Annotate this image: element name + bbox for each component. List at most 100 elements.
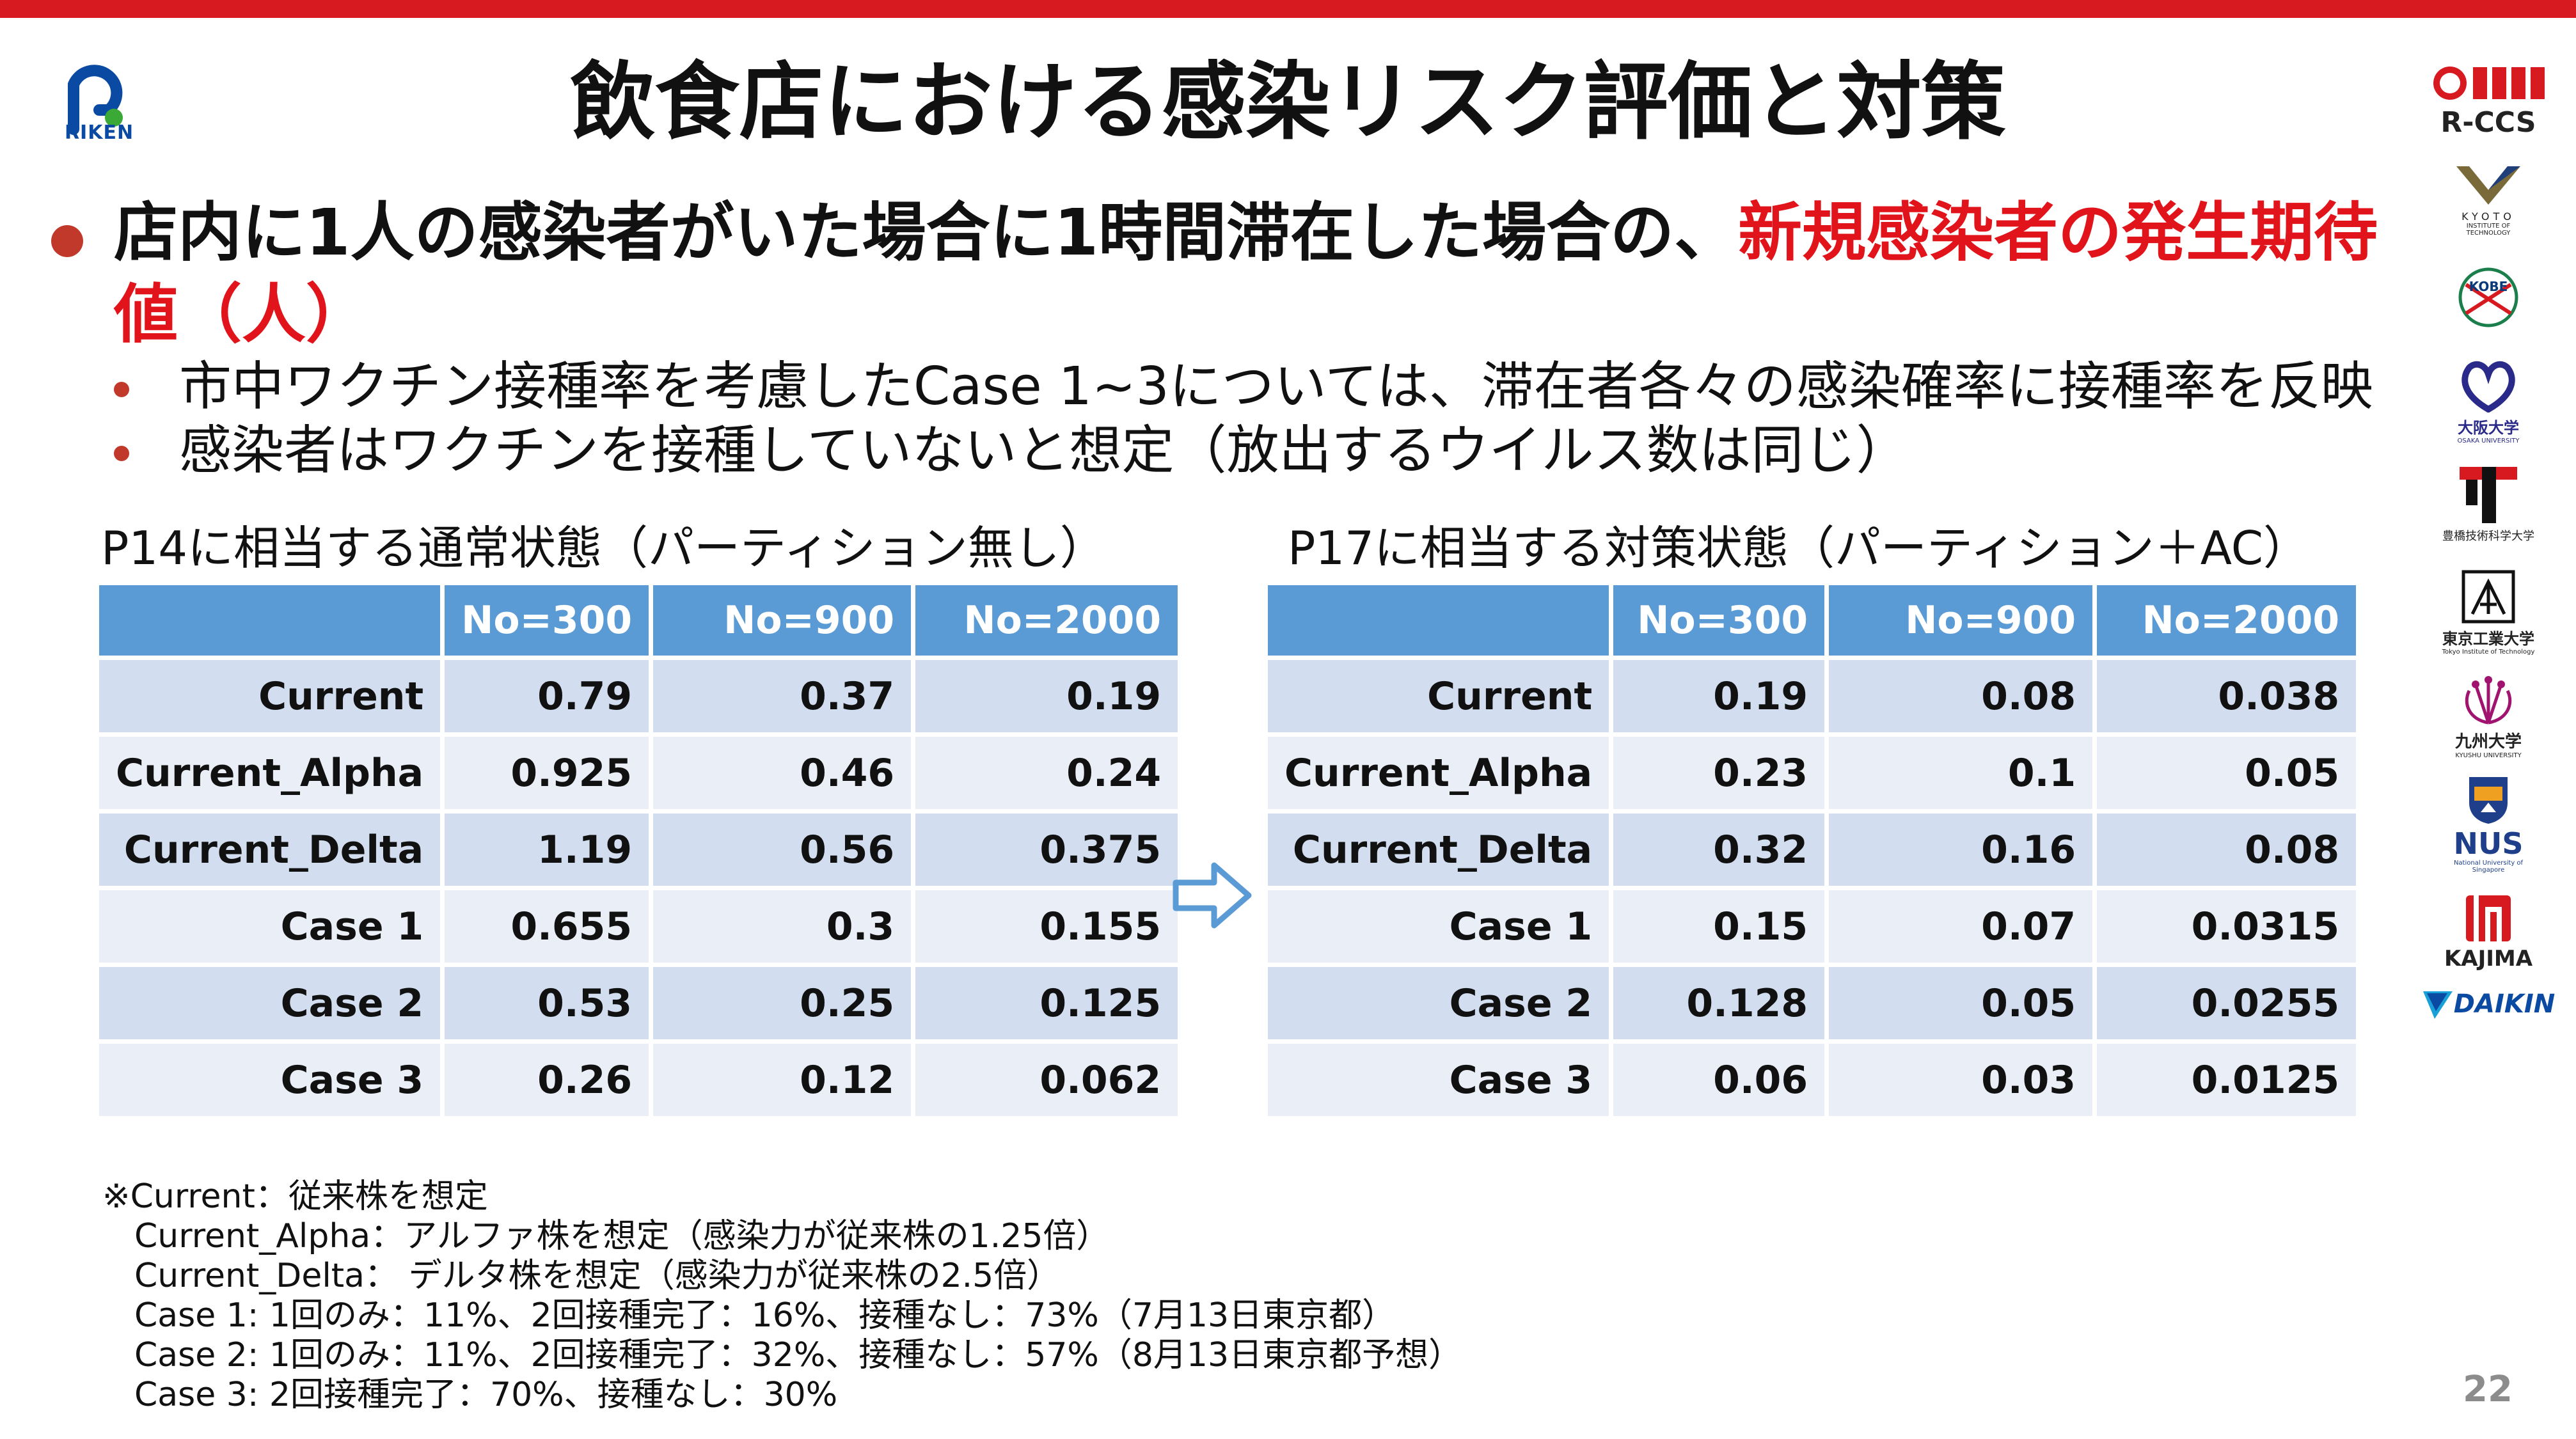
table-header-row: No=300 No=900 No=2000 xyxy=(99,585,1178,656)
osaka-logo-subtext: OSAKA UNIVERSITY xyxy=(2457,437,2520,444)
kobe-logo: KOBE xyxy=(2412,265,2565,336)
sub-bullet-text: 感染者はワクチンを接種していないと想定（放出するウイルス数は同じ） xyxy=(179,420,1909,481)
kobe-logo-text: KOBE xyxy=(2469,279,2508,294)
table-cell: 0.125 xyxy=(915,967,1178,1039)
kyushu-logo: 九州大学 KYUSHU UNIVERSITY xyxy=(2412,675,2565,764)
left-table-caption: P14に相当する通常状態（パーティション無し） xyxy=(101,521,1106,575)
toyohashi-t-icon xyxy=(2460,467,2517,523)
right-arrow-icon xyxy=(1173,862,1252,929)
daikin-logo: DAIKIN xyxy=(2412,988,2565,1039)
kyushu-icon xyxy=(2465,676,2512,725)
table-cell: 0.16 xyxy=(1829,814,2093,886)
footnote-line: Case 2: 1回のみ：11%、2回接種完了：32%、接種なし：57%（8月1… xyxy=(134,1336,1462,1374)
footnote-line: Case 1: 1回のみ：11%、2回接種完了：16%、接種なし：73%（7月1… xyxy=(134,1296,1396,1335)
row-label: Case 1 xyxy=(1268,890,1609,963)
table-header-row: No=300 No=900 No=2000 xyxy=(1268,585,2357,656)
table-cell: 0.56 xyxy=(653,814,912,886)
nus-logo-subtext: National University of Singapore xyxy=(2453,860,2524,874)
kyoto-logo: KYOTO INSTITUTE OF TECHNOLOGY xyxy=(2412,163,2565,253)
table-row: Current_Delta 1.19 0.56 0.375 xyxy=(99,814,1178,886)
top-accent-bar xyxy=(0,0,2576,18)
row-label: Case 2 xyxy=(1268,967,1609,1039)
table-cell: 0.06 xyxy=(1613,1044,1825,1116)
main-bullet-highlight: 新規感染者の発生期待値（人） xyxy=(114,195,2378,352)
kyoto-logo-subtext: INSTITUTE OF TECHNOLOGY xyxy=(2466,223,2511,237)
table-cell: 0.24 xyxy=(915,737,1178,809)
table-cell: 0.925 xyxy=(445,737,649,809)
table-cell: 0.0255 xyxy=(2097,967,2357,1039)
left-results-table: No=300 No=900 No=2000 Current 0.79 0.37 … xyxy=(95,581,1182,1121)
table-cell: 0.0315 xyxy=(2097,890,2357,963)
riken-logo-text: RIKEN xyxy=(64,122,134,144)
table-cell: 0.03 xyxy=(1829,1044,2093,1116)
table-cell: 0.062 xyxy=(915,1044,1178,1116)
kyoto-logo-text: KYOTO xyxy=(2461,210,2515,223)
sub-bullet-dot-icon xyxy=(114,382,129,397)
table-row: Case 3 0.26 0.12 0.062 xyxy=(99,1044,1178,1116)
table-cell: 0.1 xyxy=(1829,737,2093,809)
table-cell: 0.038 xyxy=(2097,660,2357,732)
table-cell: 0.37 xyxy=(653,660,912,732)
table-cell: 0.12 xyxy=(653,1044,912,1116)
table-row: Case 2 0.128 0.05 0.0255 xyxy=(1268,967,2357,1039)
riken-logo-icon xyxy=(68,65,123,135)
row-label: Case 3 xyxy=(1268,1044,1609,1116)
header-cell xyxy=(1268,585,1609,656)
footnotes: ※Current：従来株を想定 Current_Alpha：アルファ株を想定（感… xyxy=(102,1177,1462,1415)
bullet-dot-icon xyxy=(51,225,83,257)
kajima-logo: KAJIMA xyxy=(2412,889,2565,979)
table-cell: 0.23 xyxy=(1613,737,1825,809)
sub-bullet-text: 市中ワクチン接種率を考慮したCase 1~3については、滞在者各々の感染確率に接… xyxy=(179,356,2373,417)
right-table-caption: P17に相当する対策状態（パーティション＋AC） xyxy=(1288,521,2309,575)
table-cell: 0.32 xyxy=(1613,814,1825,886)
daikin-triangle-icon xyxy=(2422,991,2453,1019)
table-cell: 0.07 xyxy=(1829,890,2093,963)
header-cell xyxy=(99,585,441,656)
nus-crest-icon xyxy=(2469,777,2508,824)
rccs-logo-icon xyxy=(2433,67,2545,100)
table-cell: 0.25 xyxy=(653,967,912,1039)
table-row: Case 2 0.53 0.25 0.125 xyxy=(99,967,1178,1039)
daikin-logo-text: DAIKIN xyxy=(2453,989,2556,1019)
toyohashi-logo: 豊橋技術科学大学 xyxy=(2412,464,2565,553)
table-cell: 0.05 xyxy=(2097,737,2357,809)
table-cell: 0.79 xyxy=(445,660,649,732)
row-label: Current_Delta xyxy=(1268,814,1609,886)
table-cell: 0.19 xyxy=(915,660,1178,732)
row-label: Case 3 xyxy=(99,1044,441,1116)
sub-bullet: 感染者はワクチンを接種していないと想定（放出するウイルス数は同じ） xyxy=(109,419,2412,483)
nus-logo: NUS National University of Singapore xyxy=(2412,774,2565,883)
tokyo-tech-logo-text: 東京工業大学 xyxy=(2442,630,2534,648)
table-cell: 0.375 xyxy=(915,814,1178,886)
table-row: Current_Alpha 0.925 0.46 0.24 xyxy=(99,737,1178,809)
tokyo-tech-logo: 東京工業大学 Tokyo Institute of Technology xyxy=(2412,569,2565,659)
footnote-line: Case 3: 2回接種完了：70%、接種なし：30% xyxy=(134,1376,838,1414)
row-label: Current xyxy=(1268,660,1609,732)
table-cell: 0.26 xyxy=(445,1044,649,1116)
sub-bullet: 市中ワクチン接種率を考慮したCase 1~3については、滞在者各々の感染確率に接… xyxy=(109,355,2412,419)
nus-logo-text: NUS xyxy=(2453,826,2524,861)
osaka-logo-text: 大阪大学 xyxy=(2458,419,2519,437)
header-cell: No=300 xyxy=(1613,585,1825,656)
page-number: 22 xyxy=(2463,1369,2513,1410)
table-cell: 0.3 xyxy=(653,890,912,963)
kajima-logo-text: KAJIMA xyxy=(2444,946,2533,971)
header-cell: No=2000 xyxy=(915,585,1178,656)
footnote-line: Current_Alpha：アルファ株を想定（感染力が従来株の1.25倍） xyxy=(134,1217,1110,1255)
table-row: Case 3 0.06 0.03 0.0125 xyxy=(1268,1044,2357,1116)
table-cell: 0.19 xyxy=(1613,660,1825,732)
header-cell: No=900 xyxy=(1829,585,2093,656)
table-row: Current_Delta 0.32 0.16 0.08 xyxy=(1268,814,2357,886)
row-label: Current_Alpha xyxy=(1268,737,1609,809)
rccs-logo: R-CCS xyxy=(2412,61,2565,144)
table-row: Current_Alpha 0.23 0.1 0.05 xyxy=(1268,737,2357,809)
kyushu-logo-text: 九州大学 xyxy=(2454,732,2522,751)
rccs-logo-text: R-CCS xyxy=(2440,106,2536,139)
table-row: Current 0.79 0.37 0.19 xyxy=(99,660,1178,732)
table-cell: 0.05 xyxy=(1829,967,2093,1039)
table-row: Current 0.19 0.08 0.038 xyxy=(1268,660,2357,732)
header-cell: No=2000 xyxy=(2097,585,2357,656)
table-cell: 0.128 xyxy=(1613,967,1825,1039)
kyushu-logo-subtext: KYUSHU UNIVERSITY xyxy=(2455,752,2522,759)
table-cell: 0.0125 xyxy=(2097,1044,2357,1116)
